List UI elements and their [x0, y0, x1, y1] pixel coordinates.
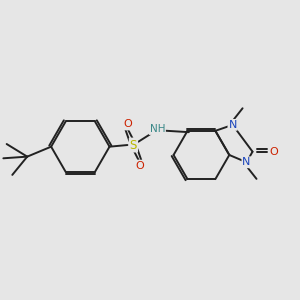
- Text: N: N: [242, 157, 251, 167]
- Text: O: O: [135, 160, 144, 171]
- Text: O: O: [269, 147, 278, 157]
- Text: O: O: [123, 119, 132, 130]
- Text: S: S: [130, 139, 137, 152]
- Text: N: N: [228, 120, 237, 130]
- Text: NH: NH: [149, 124, 165, 134]
